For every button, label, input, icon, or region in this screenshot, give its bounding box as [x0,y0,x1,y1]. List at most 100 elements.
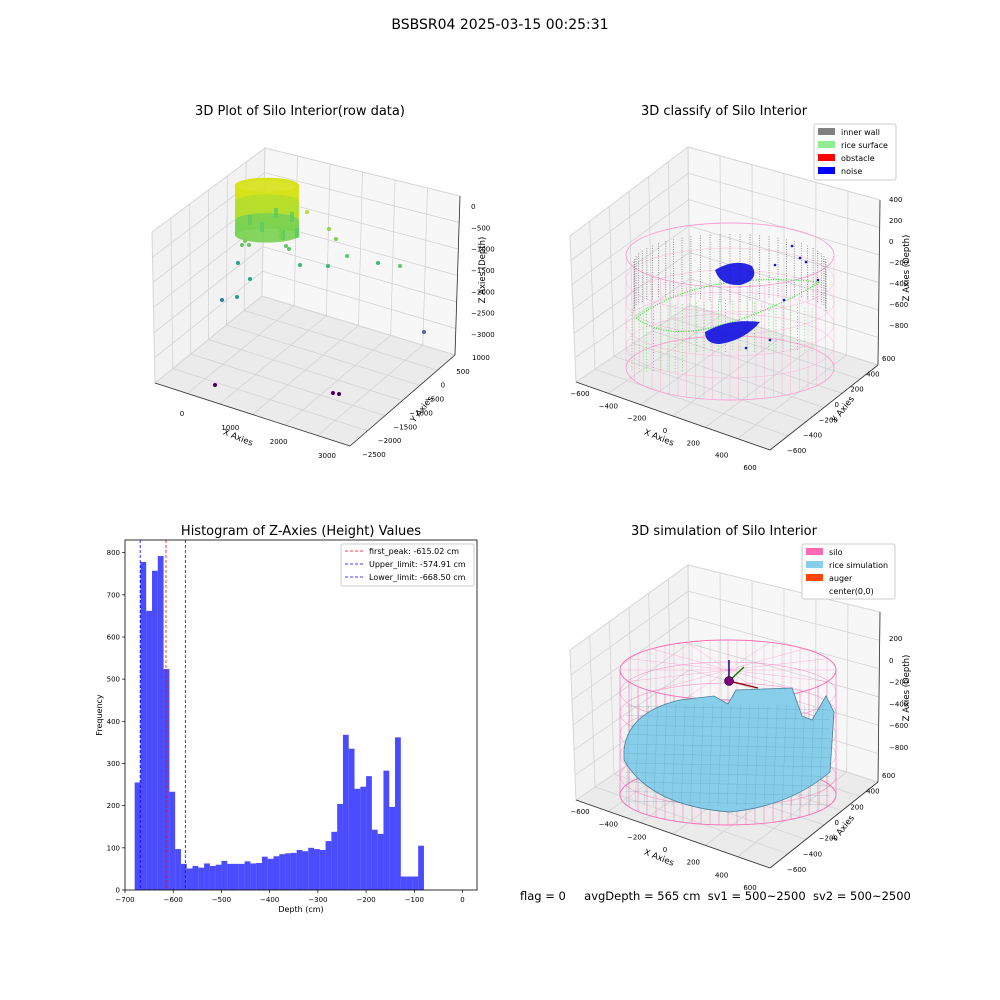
histogram-bar [354,788,361,890]
inner-point-cluster [295,228,299,238]
noise-point [782,298,786,302]
histogram-title: Histogram of Z-Axies (Height) Values [180,524,422,539]
raw-data-point [398,264,402,268]
legend-box [801,543,896,600]
center-marker [724,676,734,686]
legend-swatch [806,548,823,555]
sv1-text: sv1 = 500~2500 [707,889,806,903]
p1-y-tick: −1500 [393,423,417,431]
p4-z-tick: 0 [889,657,893,665]
histogram-bar [383,770,390,890]
histogram-bar [400,876,407,890]
raw-data-point [279,234,283,238]
rice-mesh-line [625,715,831,720]
noise-point [804,260,808,264]
p4-z-tick: −600 [889,722,908,730]
p2-y-tick: −400 [803,432,822,440]
rice-mesh-line [782,704,787,807]
p1-x-tick: 1000 [221,424,239,432]
p2-y-tick: −600 [787,447,806,455]
histogram-bar [221,860,228,890]
panel1-raw-scatter-3d: 010002000300010005000−500−1000−1500−2000… [151,146,495,460]
y-axis-label: Frequency [95,694,104,736]
x-tick-label: −100 [405,896,424,904]
raw-data-point [235,295,239,299]
silo-roof-spoke [686,642,729,671]
p2-x-tick: 0 [663,427,667,435]
raw-data-point [331,391,335,395]
legend-label: auger [829,574,853,583]
rice-mesh-line [662,704,667,807]
center-x-arrow [728,680,759,689]
rice-mesh-line [819,704,824,807]
legend-swatch [806,587,823,594]
legend-label: obstacle [841,154,875,163]
histogram-bar [273,856,280,890]
avg-depth-text: avgDepth = 565 cm [584,889,701,903]
rice-mesh-line [625,772,831,777]
x-tick-label: −600 [164,896,183,904]
rice-mesh-line [625,753,831,758]
rice-mesh-line [681,704,686,807]
plot-area [125,540,477,890]
histogram-bar [250,863,257,890]
footer-stats: flag = 0 avgDepth = 565 cm sv1 = 500~250… [520,889,911,903]
legend-swatch [818,141,835,148]
p4-x-tick: −200 [627,833,646,841]
histogram-bar [395,737,401,890]
x-tick-label: −300 [308,896,327,904]
p2-x-label: X Axies [642,428,675,449]
raw-data-point [298,263,302,267]
histogram-bar [163,669,170,890]
raw-data-point [334,237,338,241]
histogram-bar [198,867,205,890]
noise-point [798,256,802,260]
p1-x-axis [154,382,351,447]
p1-x-tick: 0 [180,410,184,418]
histogram-bar [209,865,216,890]
rice-mesh-line [625,800,831,806]
legend-label: Upper_limit: -574.91 cm [369,560,466,569]
rice-mesh-line [763,704,769,807]
histogram-bar [175,849,181,890]
p2-z-tick: −800 [889,322,908,330]
p2-z-tick: 200 [889,217,902,225]
rice-mesh-line [773,704,778,807]
y-tick-label: 100 [107,844,120,852]
legend-label: Lower_limit: -668.50 cm [369,573,466,582]
legend-swatch [818,154,835,161]
x-tick-label: −700 [115,896,134,904]
histogram-bar [215,864,222,890]
histogram-bar [134,782,141,890]
histogram-bar [418,845,424,890]
raw-data-point [284,244,288,248]
raw-data-point [305,210,309,214]
rice-mesh-line [625,762,831,768]
rice-mesh-line [717,704,723,807]
p4-z-tick: 200 [889,635,902,643]
p2-grid-line [846,191,849,356]
legend-swatch [806,574,823,581]
p4-y-tick: 600 [882,772,895,780]
legend-label: silo [829,548,843,557]
panel3-histogram: −700 −600 −500 −400 −300 −200 −100 0 0 100 200 300 4… [95,539,478,914]
histogram-bar [360,786,367,890]
p1-z-label: Z Axies (Depth) [478,237,488,304]
histogram-bar [348,748,355,890]
rice-mesh-line [625,704,631,807]
legend-label: first_peak: -615.02 cm [369,547,459,556]
x-tick-label: 0 [460,896,464,904]
p2-y-axis [769,364,879,451]
silo-roof-spoke [628,669,729,682]
p4-x-label: X Axies [642,848,675,869]
histogram-bar [180,863,187,890]
p2-z-tick: −200 [889,259,908,267]
histogram-bar [337,803,343,890]
p2-x-tick: −400 [599,402,618,410]
y-tick-label: 600 [107,633,120,641]
rice-mesh-line [809,704,815,807]
p1-grid-line [244,310,438,371]
histogram-bar [244,861,251,890]
p2-y-tick: −200 [819,416,838,424]
inner-point-cluster [260,222,264,232]
